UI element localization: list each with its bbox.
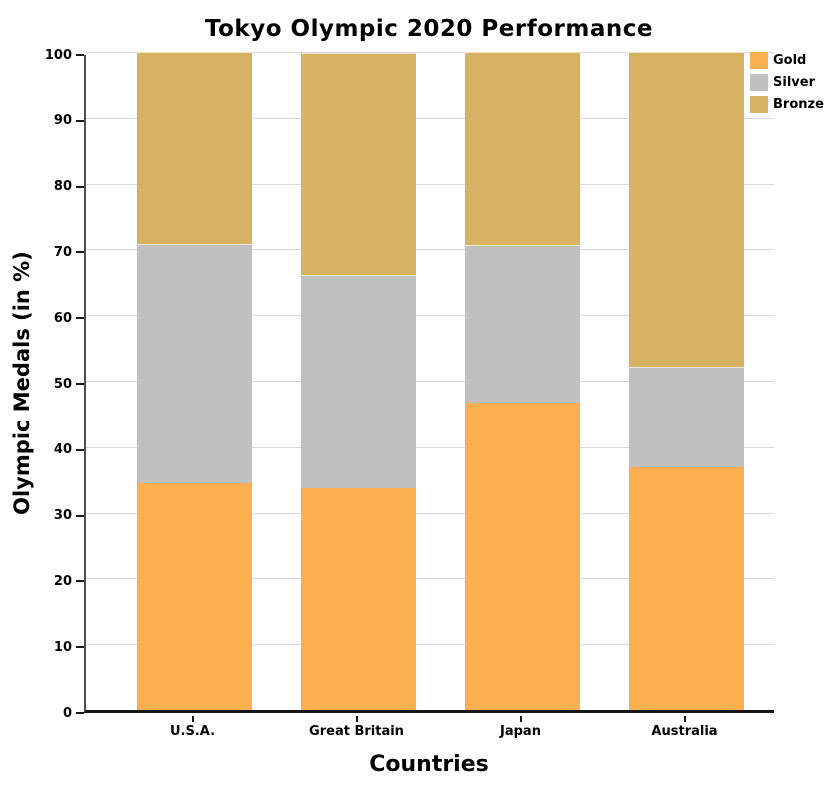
y-tick-mark-70 <box>76 251 84 254</box>
legend-item-bronze: Bronze <box>750 93 824 115</box>
bar-australia <box>629 52 744 710</box>
x-tick-mark-1 <box>355 716 358 722</box>
y-tick-mark-40 <box>76 448 84 451</box>
y-tick-label-40: 40 <box>53 442 72 458</box>
bar-segment-bronze <box>465 52 580 245</box>
x-axis-label: Countries <box>369 752 489 777</box>
bar-great-britain <box>301 52 416 710</box>
legend-item-gold: Gold <box>750 49 824 71</box>
y-tick-label-20: 20 <box>53 573 72 589</box>
bar-segment-silver <box>629 366 744 467</box>
y-tick-label-90: 90 <box>53 113 72 129</box>
x-tick-mark-0 <box>191 716 194 722</box>
bar-segment-bronze <box>629 52 744 367</box>
y-tick-mark-50 <box>76 383 84 385</box>
y-tick-mark-0 <box>76 712 84 714</box>
y-tick-label-70: 70 <box>53 244 72 260</box>
legend: Gold Silver Bronze <box>750 49 824 115</box>
bar-segment-silver <box>301 275 416 488</box>
x-tick-mark-3 <box>683 716 686 722</box>
y-tick-mark-90 <box>76 119 84 122</box>
gridline-90 <box>86 117 774 119</box>
legend-label-gold: Gold <box>773 52 807 68</box>
gridline-100 <box>86 52 774 53</box>
y-tick-mark-100 <box>76 54 84 56</box>
x-tick-label-2: Japan <box>500 724 541 739</box>
legend-label-bronze: Bronze <box>773 96 824 112</box>
y-tick-label-30: 30 <box>53 508 72 524</box>
y-tick-label-100: 100 <box>44 47 72 63</box>
bar-segment-silver <box>465 244 580 404</box>
bar-segment-gold <box>301 487 416 710</box>
bar-japan <box>465 52 580 710</box>
plot-area <box>84 52 774 713</box>
gridline-80 <box>86 183 774 185</box>
y-tick-mark-30 <box>76 514 84 517</box>
gridline-40 <box>86 446 774 448</box>
x-tick-label-0: U.S.A. <box>169 724 216 739</box>
bar-u-s-a <box>137 52 252 710</box>
bar-segment-silver <box>137 244 252 483</box>
bar-segment-bronze <box>301 52 416 276</box>
bar-segment-gold <box>629 466 744 710</box>
y-tick-mark-60 <box>76 317 84 320</box>
y-tick-mark-10 <box>76 646 84 649</box>
y-tick-label-10: 10 <box>53 639 72 655</box>
x-tick-label-1: Great Britain <box>309 724 404 739</box>
gridline-20 <box>86 578 774 580</box>
gridline-60 <box>86 315 774 317</box>
bar-segment-bronze <box>137 52 252 245</box>
chart-title: Tokyo Olympic 2020 Performance <box>205 16 653 42</box>
legend-swatch-bronze <box>750 95 768 113</box>
gridline-70 <box>86 249 774 251</box>
gridline-30 <box>86 512 774 514</box>
legend-swatch-silver <box>750 73 768 91</box>
gridline-50 <box>86 381 774 382</box>
legend-label-silver: Silver <box>773 74 815 90</box>
y-tick-mark-80 <box>76 185 84 188</box>
y-tick-label-50: 50 <box>53 376 72 392</box>
y-tick-label-60: 60 <box>53 310 72 326</box>
x-tick-label-3: Australia <box>651 724 718 739</box>
gridline-10 <box>86 644 774 646</box>
y-tick-label-80: 80 <box>53 179 72 195</box>
bar-segment-gold <box>137 483 252 710</box>
legend-item-silver: Silver <box>750 71 824 93</box>
x-tick-mark-2 <box>519 716 522 722</box>
legend-swatch-gold <box>750 51 768 69</box>
y-tick-mark-20 <box>76 580 84 583</box>
bar-segment-gold <box>465 403 580 710</box>
y-tick-label-0: 0 <box>62 705 72 721</box>
